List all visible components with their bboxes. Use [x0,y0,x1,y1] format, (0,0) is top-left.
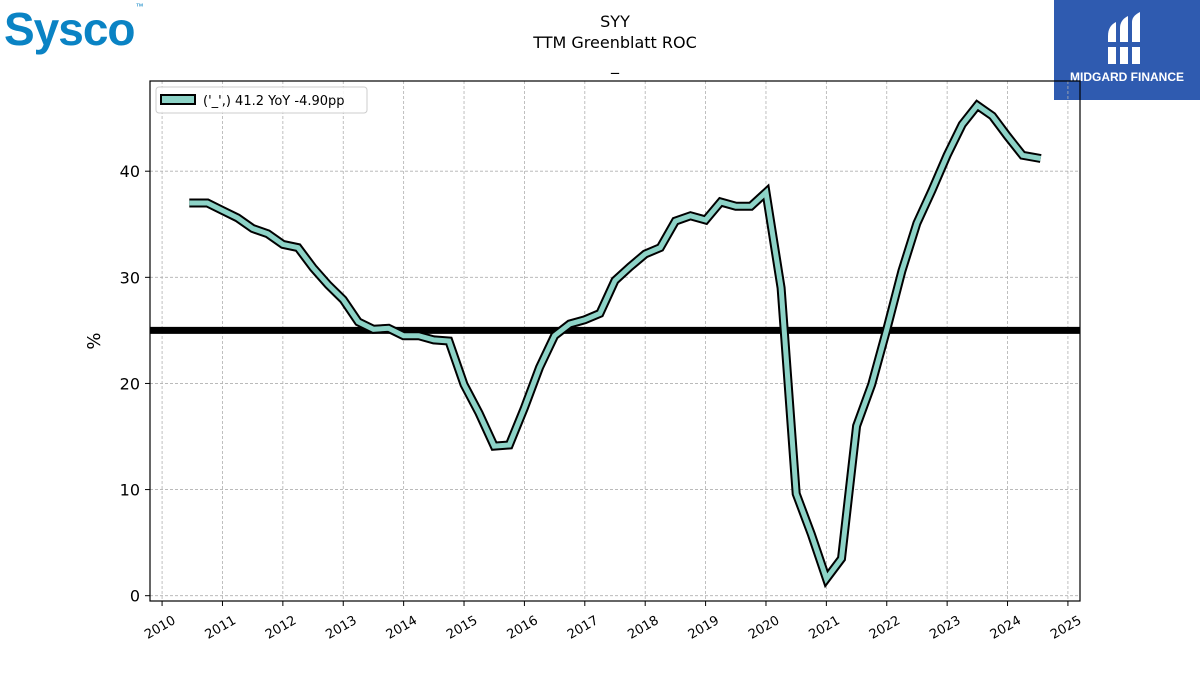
sysco-logo-text: Sysco [4,3,136,55]
x-tick-label: 2021 [807,613,843,643]
x-tick-label: 2020 [746,613,782,643]
y-tick-label: 10 [120,481,140,500]
series-line-outline [189,99,1042,589]
y-axis-label: % [84,332,105,349]
x-tick-label: 2018 [625,613,661,643]
x-tick-label: 2011 [203,613,239,643]
y-tick-label: 40 [120,162,140,181]
x-tick-label: 2016 [505,613,541,643]
legend-swatch [160,94,196,105]
y-tick-label: 0 [130,587,140,606]
chart-subtitle: TTM Greenblatt ROC [532,33,697,52]
x-tick-label: 2014 [384,613,420,643]
midgard-finance-logo: MIDGARD FINANCE [1054,0,1200,100]
trademark-mark: ™ [135,2,144,11]
x-tick-label: 2022 [867,613,903,643]
midgard-mark-icon [1106,12,1142,64]
chart-subsubtitle: _ [610,55,620,75]
y-tick-label: 20 [120,374,140,393]
series-line [189,101,1042,584]
sysco-logo: Sysco™ [4,2,144,56]
x-tick-label: 2015 [444,613,480,643]
x-tick-label: 2025 [1048,613,1084,643]
x-tick-label: 2023 [927,613,963,643]
legend-box [155,86,368,114]
plot-frame [149,80,1081,602]
midgard-logo-text: MIDGARD FINANCE [1070,70,1184,84]
x-tick-label: 2017 [565,613,601,643]
y-tick-label: 30 [120,268,140,287]
x-tick-label: 2012 [263,613,299,643]
legend-label: ('_',) 41.2 YoY -4.90pp [203,94,345,109]
x-tick-label: 2019 [686,613,722,643]
x-tick-label: 2010 [142,613,178,643]
chart-title: SYY [600,12,630,31]
x-tick-label: 2024 [988,613,1024,643]
x-tick-label: 2013 [323,613,359,643]
